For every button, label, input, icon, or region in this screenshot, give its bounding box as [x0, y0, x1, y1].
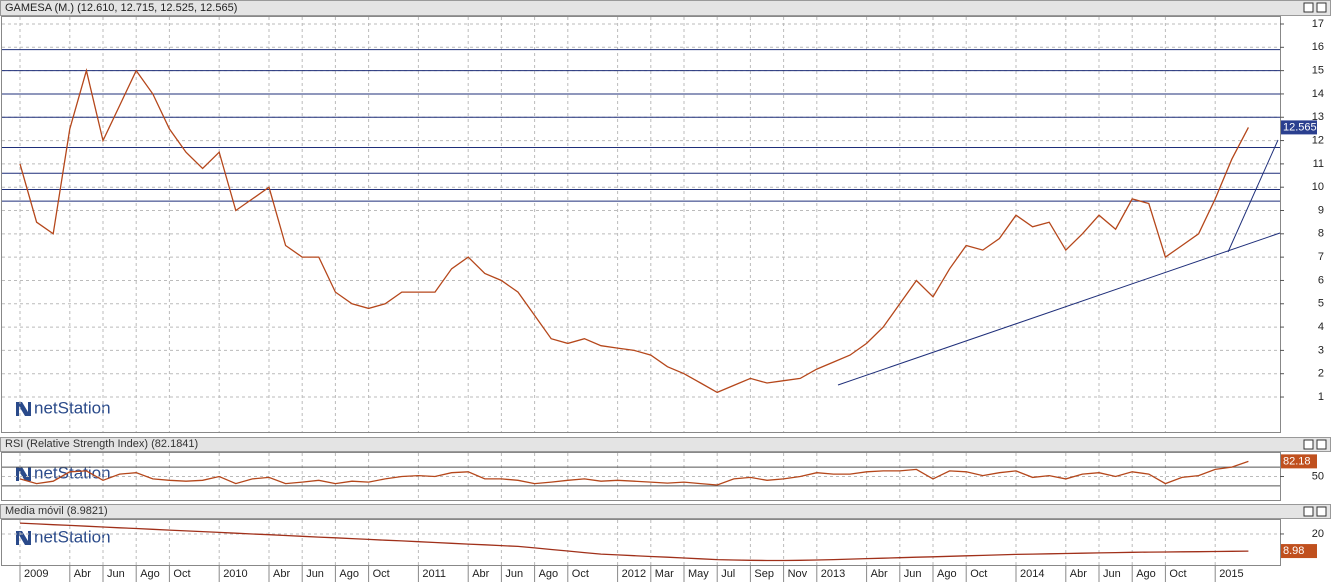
y-tick-label: 5: [1318, 298, 1324, 310]
trendline: [1227, 139, 1279, 253]
y-tick-label: 4: [1318, 321, 1324, 333]
y-tick-label: 13: [1312, 111, 1324, 123]
y-tick-label: 3: [1318, 344, 1324, 356]
x-tick-label: Ago: [539, 568, 559, 580]
x-tick-label: Mar: [655, 568, 674, 580]
last-value-tag: [1281, 454, 1317, 469]
minimize-button[interactable]: [1303, 439, 1314, 450]
x-tick-label: Jun: [107, 568, 125, 580]
y-tick-label: 11: [1313, 158, 1324, 170]
x-tick-label: Oct: [373, 568, 390, 580]
watermark: netStation: [34, 398, 111, 417]
y-tick-label: 1: [1318, 391, 1324, 403]
logo-icon: [16, 467, 31, 481]
x-tick-label: Ago: [339, 568, 359, 580]
window-buttons: [1303, 2, 1327, 517]
last-value-label: 8.98: [1283, 545, 1304, 557]
x-tick-label: 2012: [622, 568, 646, 580]
y-tick-label: 14: [1312, 88, 1324, 100]
x-tick-label: Jun: [306, 568, 324, 580]
x-tick-label: Abr: [74, 568, 91, 580]
x-tick-label: Sep: [754, 568, 774, 580]
frame: [1, 519, 1281, 566]
x-tick-label: Oct: [173, 568, 190, 580]
x-tick-label: 2014: [1020, 568, 1044, 580]
x-tick-label: Abr: [273, 568, 290, 580]
minimize-button[interactable]: [1303, 506, 1314, 517]
x-tick-label: Ago: [937, 568, 957, 580]
panel-header: [0, 0, 1331, 16]
x-tick-label: Abr: [871, 568, 888, 580]
y-tick-label: 6: [1318, 274, 1324, 286]
close-button[interactable]: [1316, 2, 1327, 13]
last-value-tag: [1281, 120, 1317, 135]
close-button[interactable]: [1316, 506, 1327, 517]
y-tick-label: 15: [1312, 65, 1324, 77]
series-line: [19, 68, 1249, 394]
logo-icon: [16, 402, 31, 416]
watermark: netStation: [34, 463, 111, 482]
x-tick-label: Oct: [970, 568, 987, 580]
y-tick-label: 12: [1312, 134, 1324, 146]
x-tick-label: Nov: [788, 568, 808, 580]
x-tick-label: May: [688, 568, 709, 580]
x-tick-label: Jun: [1103, 568, 1121, 580]
x-tick-label: 2010: [223, 568, 247, 580]
x-tick-label: Jul: [721, 568, 735, 580]
y-tick-label: 10: [1312, 181, 1324, 193]
series-line: [19, 522, 1249, 562]
ma-title: Media móvil (8.9821): [5, 505, 108, 517]
y-tick-label: 7: [1318, 251, 1324, 263]
y-tick-label: 17: [1312, 18, 1324, 30]
trendline: [837, 232, 1281, 386]
x-tick-label: Oct: [1169, 568, 1186, 580]
rsi-title: RSI (Relative Strength Index) (82.1841): [5, 438, 198, 450]
x-tick-label: Abr: [1070, 568, 1087, 580]
x-tick-label: Oct: [572, 568, 589, 580]
y-tick-label: 20: [1312, 528, 1324, 540]
panel-header: [0, 504, 1331, 519]
x-tick-label: 2015: [1219, 568, 1243, 580]
last-value-tag: [1281, 544, 1317, 559]
last-value-label: 82.18: [1283, 455, 1311, 467]
frame: [1, 16, 1281, 433]
watermark: netStation: [34, 527, 111, 546]
x-tick-label: Ago: [140, 568, 160, 580]
close-button[interactable]: [1316, 439, 1327, 450]
y-tick-label: 2: [1318, 368, 1324, 380]
y-tick-label: 50: [1312, 470, 1324, 482]
x-tick-label: 2011: [422, 568, 446, 580]
y-tick-label: 8: [1318, 228, 1324, 240]
series-line: [19, 460, 1249, 486]
y-tick-label: 9: [1318, 204, 1324, 216]
x-tick-label: 2013: [821, 568, 845, 580]
panel-header: [0, 437, 1331, 452]
x-tick-label: Ago: [1136, 568, 1156, 580]
x-tick-label: Jun: [505, 568, 523, 580]
x-tick-label: 2009: [24, 568, 48, 580]
y-tick-label: 16: [1312, 41, 1324, 53]
x-tick-label: Jun: [904, 568, 922, 580]
price-title: GAMESA (M.) (12.610, 12.715, 12.525, 12.…: [5, 2, 237, 14]
x-tick-label: Abr: [472, 568, 489, 580]
trendlines: [837, 139, 1281, 386]
last-value-label: 12.565: [1283, 121, 1317, 133]
minimize-button[interactable]: [1303, 2, 1314, 13]
